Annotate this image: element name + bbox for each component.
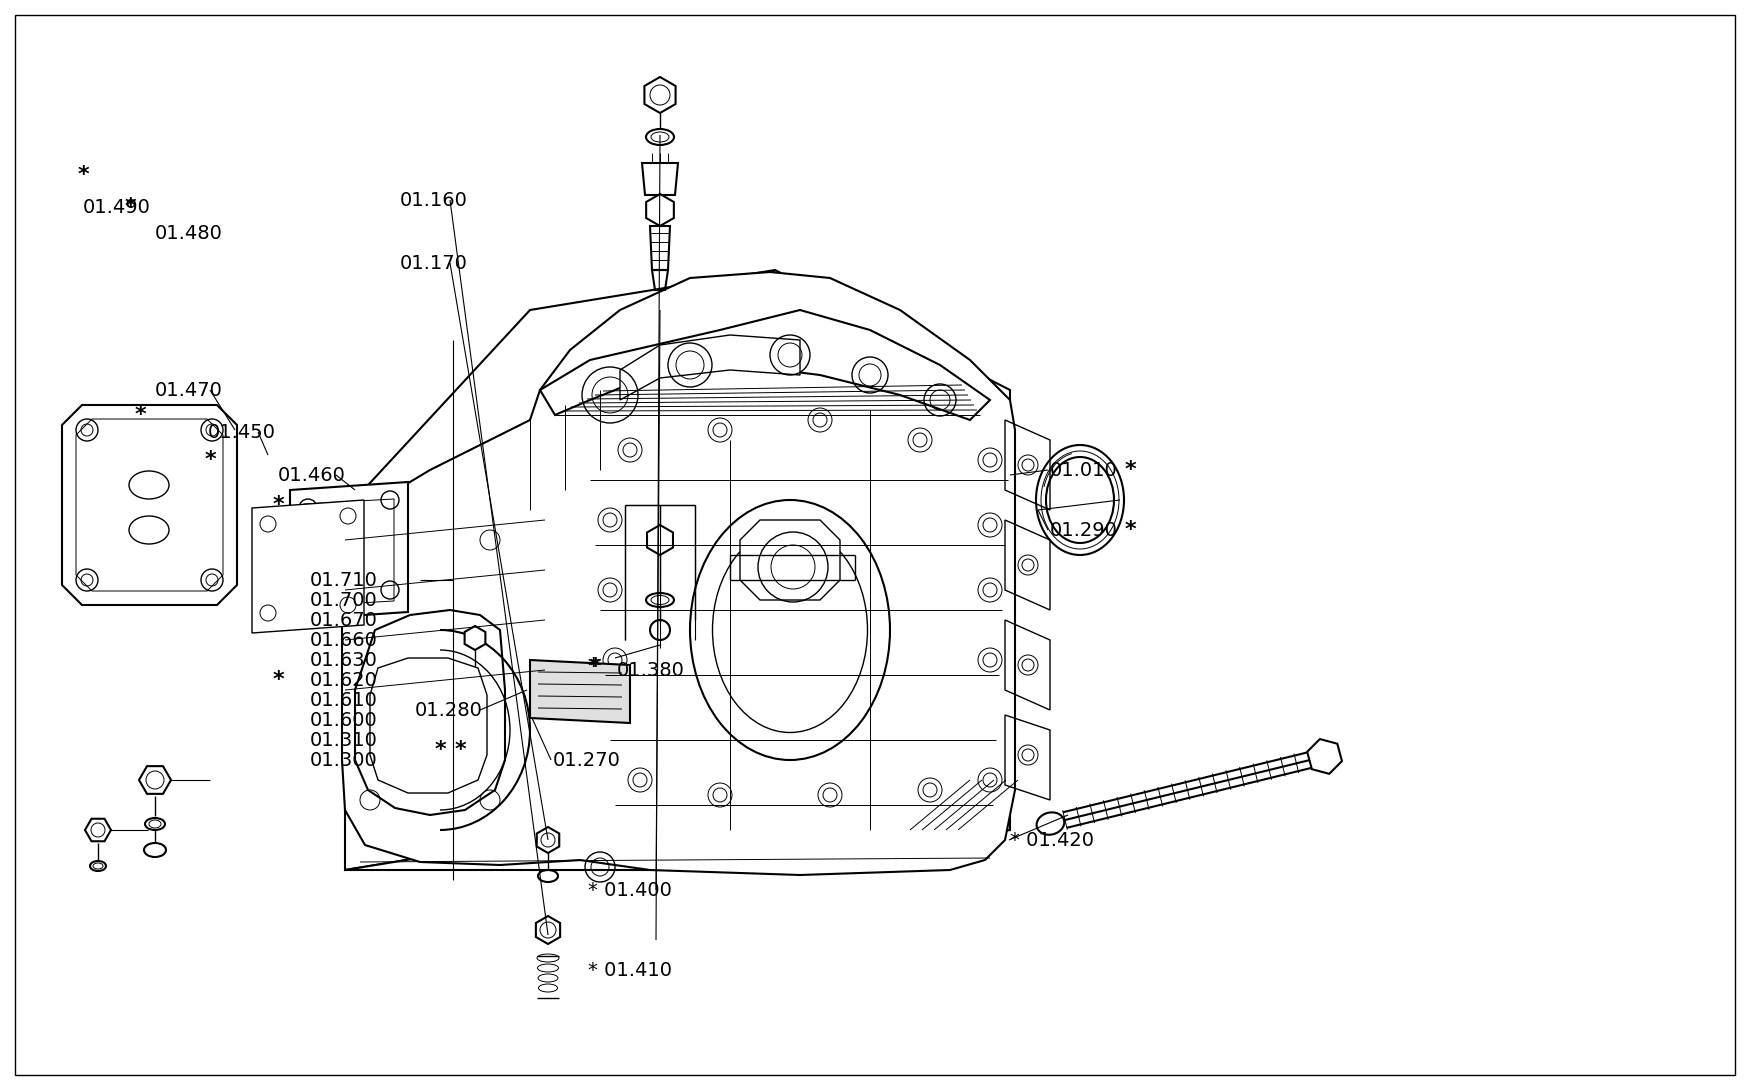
Text: *: * [455,740,466,760]
Text: 01.270: 01.270 [553,751,621,770]
Text: 01.630: 01.630 [310,651,378,669]
Text: *: * [434,740,446,760]
Text: 01.700: 01.700 [310,591,378,609]
Polygon shape [536,916,560,944]
Text: 01.620: 01.620 [310,670,378,690]
Text: *: * [205,450,215,470]
Polygon shape [530,661,630,723]
Text: * 01.420: * 01.420 [1010,831,1094,849]
Text: *: * [273,670,284,690]
Polygon shape [649,226,670,270]
Polygon shape [590,270,1010,829]
Polygon shape [252,500,364,633]
Polygon shape [1307,739,1342,774]
Text: 01.610: 01.610 [310,690,378,710]
Text: 01.490: 01.490 [82,197,150,217]
Text: *: * [273,495,284,514]
Polygon shape [648,525,674,555]
Text: * 01.400: * 01.400 [588,881,672,899]
Text: *: * [77,165,89,185]
Text: *: * [1124,460,1136,480]
Text: 01.280: 01.280 [415,701,483,719]
Text: *: * [1124,520,1136,540]
Text: * 01.410: * 01.410 [588,960,672,980]
Text: 01.470: 01.470 [156,380,222,400]
Text: 01.380: 01.380 [618,661,684,679]
Polygon shape [537,827,560,853]
Text: 01.460: 01.460 [278,465,346,484]
Text: 01.170: 01.170 [401,254,467,272]
Polygon shape [644,77,676,113]
Text: 01.290: 01.290 [1050,521,1118,540]
Polygon shape [646,194,674,226]
Text: 01.450: 01.450 [208,423,276,441]
Polygon shape [345,270,775,510]
Polygon shape [740,520,840,600]
Polygon shape [341,272,1015,875]
Polygon shape [345,270,775,510]
Polygon shape [61,405,236,605]
Text: *: * [590,657,600,677]
Text: *: * [588,657,598,677]
Text: 01.710: 01.710 [310,570,378,590]
Text: 01.480: 01.480 [156,223,222,242]
Polygon shape [620,335,800,400]
Polygon shape [345,829,1010,870]
Text: 01.300: 01.300 [310,751,378,770]
Text: 01.600: 01.600 [310,711,378,729]
Polygon shape [590,270,1010,829]
Polygon shape [345,460,590,870]
Polygon shape [86,819,110,841]
Text: 01.670: 01.670 [310,610,378,630]
Polygon shape [464,626,485,650]
Polygon shape [138,766,172,794]
Polygon shape [355,610,506,815]
Text: 01.310: 01.310 [310,730,378,750]
Text: 01.010: 01.010 [1050,460,1118,480]
Polygon shape [290,482,408,620]
Polygon shape [541,310,990,420]
Text: *: * [135,405,145,425]
Text: 01.660: 01.660 [310,630,378,650]
Text: 01.160: 01.160 [401,191,467,209]
Text: *: * [124,197,136,217]
Polygon shape [642,164,677,195]
